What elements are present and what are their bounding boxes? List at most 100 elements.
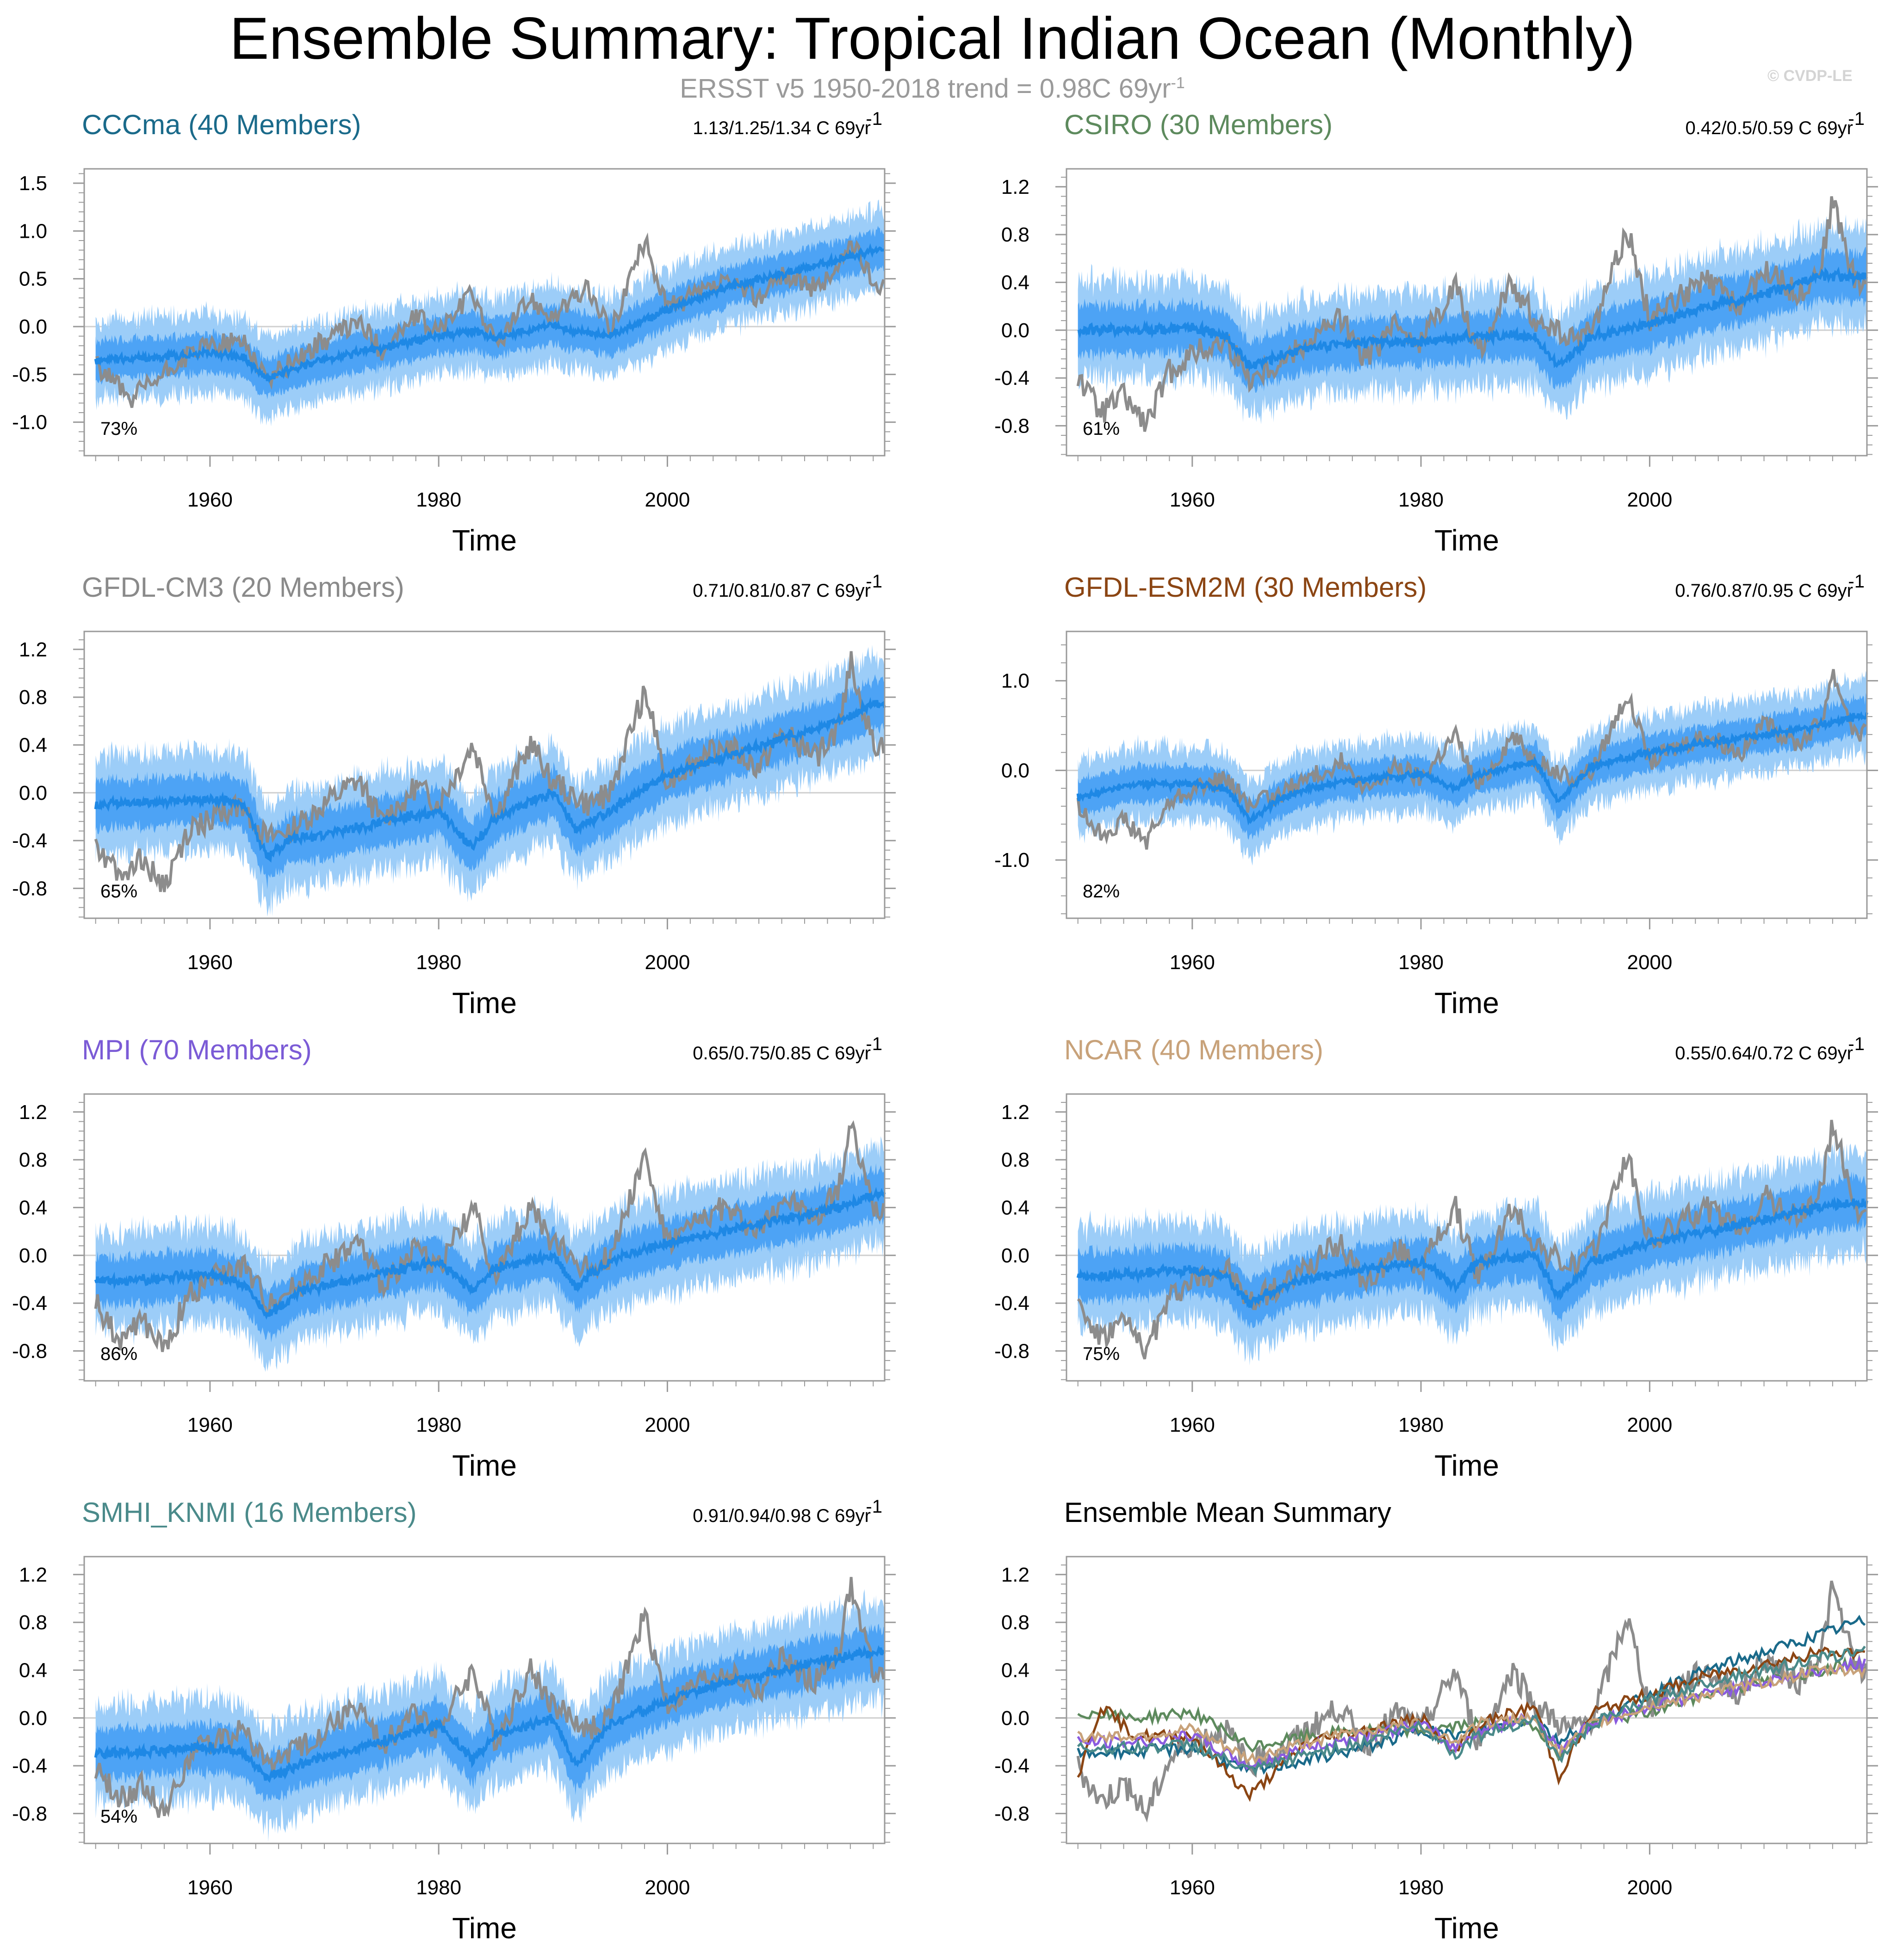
series-ensemble-mean [1076, 711, 1868, 826]
chart-panel-4: GFDL-ESM2M (30 Members) 0.76/0.87/0.95 C … [994, 571, 1878, 1020]
ensemble-spread-inner [95, 226, 885, 400]
y-tick-label: -0.4 [12, 829, 47, 852]
panel-title: NCAR (40 Members) [1064, 1034, 1323, 1065]
x-tick-label: 2000 [645, 1414, 690, 1436]
x-tick-label: 2000 [1627, 1414, 1672, 1436]
x-axis-label: Time [452, 986, 517, 1020]
y-tick-label: -0.8 [994, 414, 1029, 437]
y-tick-label: -0.8 [994, 1340, 1029, 1362]
series-ensemble-mean [94, 1187, 886, 1320]
panel-title: GFDL-ESM2M (30 Members) [1064, 572, 1426, 603]
trend-range: 0.65/0.75/0.85 C 69yr [693, 1043, 871, 1063]
x-tick-label: 2000 [1627, 1876, 1672, 1899]
y-tick-label: -0.8 [12, 1340, 47, 1362]
chart-panel-7: SMHI_KNMI (16 Members) 0.91/0.94/0.98 C 6… [12, 1496, 896, 1945]
y-tick-label: 0.0 [1001, 1707, 1029, 1730]
y-tick-label: 0.4 [19, 734, 47, 756]
y-tick-label: 1.0 [1001, 670, 1029, 692]
trend-superscript: -1 [866, 1034, 882, 1054]
y-tick-label: 0.0 [1001, 759, 1029, 782]
x-tick-label: 1980 [1398, 488, 1444, 511]
ensemble-spread-inner [95, 1623, 885, 1803]
x-tick-label: 1980 [416, 1414, 461, 1436]
y-tick-label: 1.2 [1001, 176, 1029, 198]
pct-label: 65% [100, 881, 137, 902]
pct-label: 54% [100, 1806, 137, 1827]
x-axis-label: Time [1434, 524, 1499, 557]
y-tick-label: 0.4 [19, 1659, 47, 1682]
y-tick-label: 0.0 [19, 1244, 47, 1267]
y-tick-label: -0.4 [994, 1292, 1029, 1315]
y-tick-label: 0.4 [1001, 271, 1029, 294]
y-tick-label: -0.8 [12, 877, 47, 900]
x-axis-label: Time [452, 1449, 517, 1482]
x-tick-label: 1960 [187, 951, 233, 974]
x-tick-label: 1980 [416, 951, 461, 974]
x-tick-label: 1960 [187, 488, 233, 511]
chart-panel-8: Ensemble Mean Summary -0.8 -0.4 0.0 0.4 0.8 1.… [994, 1497, 1878, 1945]
x-axis-label: Time [1434, 1449, 1499, 1482]
trend-superscript: -1 [1848, 1034, 1865, 1054]
subtitle-superscript: -1 [1171, 74, 1185, 92]
trend-range: 0.42/0.5/0.59 C 69yr [1686, 118, 1853, 138]
series-observed [94, 651, 885, 892]
y-tick-label: -0.8 [12, 1802, 47, 1825]
copyright-label: © CVDP-LE [1767, 67, 1853, 85]
trend-superscript: -1 [866, 1496, 882, 1517]
y-tick-label: 1.2 [19, 638, 47, 661]
x-tick-label: 1960 [1170, 951, 1215, 974]
pct-label: 61% [1083, 419, 1120, 439]
subtitle-text: ERSST v5 1950-2018 trend = 0.98C 69yr [680, 74, 1171, 104]
y-tick-label: 0.0 [19, 315, 47, 338]
y-tick-label: -1.0 [994, 849, 1029, 872]
x-tick-label: 1960 [187, 1414, 233, 1436]
trend-range: 0.71/0.81/0.87 C 69yr [693, 581, 871, 601]
chart-panel-6: NCAR (40 Members) 0.55/0.64/0.72 C 69yr-1… [994, 1034, 1878, 1482]
chart-panel-2: CSIRO (30 Members) 0.42/0.5/0.59 C 69yr-1… [994, 109, 1878, 557]
y-tick-label: 1.0 [19, 220, 47, 242]
series-ensemble-mean [1077, 266, 1868, 372]
series-ersst-v5 [1076, 1580, 1867, 1823]
figure-title: Ensemble Summary: Tropical Indian Ocean … [229, 6, 1635, 72]
y-tick-label: -0.4 [12, 1292, 47, 1315]
panel-title: Ensemble Mean Summary [1064, 1497, 1391, 1528]
x-tick-label: 1980 [1398, 1876, 1444, 1899]
trend-range: 0.55/0.64/0.72 C 69yr [1675, 1043, 1853, 1063]
y-tick-label: 0.0 [1001, 1244, 1029, 1267]
panel-title: CSIRO (30 Members) [1064, 109, 1333, 140]
y-tick-label: 0.4 [19, 1196, 47, 1219]
y-tick-label: 0.8 [1001, 1611, 1029, 1634]
chart-panel-5: MPI (70 Members) 0.65/0.75/0.85 C 69yr-1 8… [12, 1034, 896, 1482]
trend-superscript: -1 [1848, 109, 1865, 129]
x-tick-label: 1960 [1170, 1414, 1215, 1436]
y-tick-label: 0.4 [1001, 1659, 1029, 1682]
series-ensemble-mean [1076, 1196, 1868, 1310]
panel-title: MPI (70 Members) [82, 1034, 312, 1065]
series-observed [1077, 1119, 1867, 1360]
y-tick-label: 0.8 [1001, 223, 1029, 246]
y-tick-label: -0.4 [12, 1755, 47, 1777]
x-tick-label: 2000 [645, 1876, 690, 1899]
pct-label: 75% [1083, 1344, 1120, 1364]
trend-range: 1.13/1.25/1.34 C 69yr [693, 118, 871, 138]
x-tick-label: 1980 [416, 488, 461, 511]
trend-superscript: -1 [1848, 571, 1865, 592]
x-axis-label: Time [1434, 1911, 1499, 1945]
y-tick-label: 1.2 [19, 1101, 47, 1124]
series-observed [94, 1577, 885, 1818]
series-observed [1076, 669, 1867, 850]
series-observed [95, 232, 885, 408]
y-tick-label: 0.8 [1001, 1149, 1029, 1171]
ensemble-spread-inner [1078, 244, 1867, 393]
x-tick-label: 1960 [1170, 488, 1215, 511]
x-tick-label: 2000 [1627, 951, 1672, 974]
trend-superscript: -1 [866, 571, 882, 592]
chart-panel-3: GFDL-CM3 (20 Members) 0.71/0.81/0.87 C 69… [12, 571, 896, 1020]
series-ensemble-mean [94, 697, 886, 863]
y-tick-label: 1.2 [1001, 1101, 1029, 1124]
trend-range: 0.76/0.87/0.95 C 69yr [1675, 581, 1853, 601]
x-axis-label: Time [1434, 986, 1499, 1020]
x-tick-label: 2000 [1627, 488, 1672, 511]
x-axis-label: Time [452, 1911, 517, 1945]
y-tick-label: -0.4 [994, 1755, 1029, 1777]
